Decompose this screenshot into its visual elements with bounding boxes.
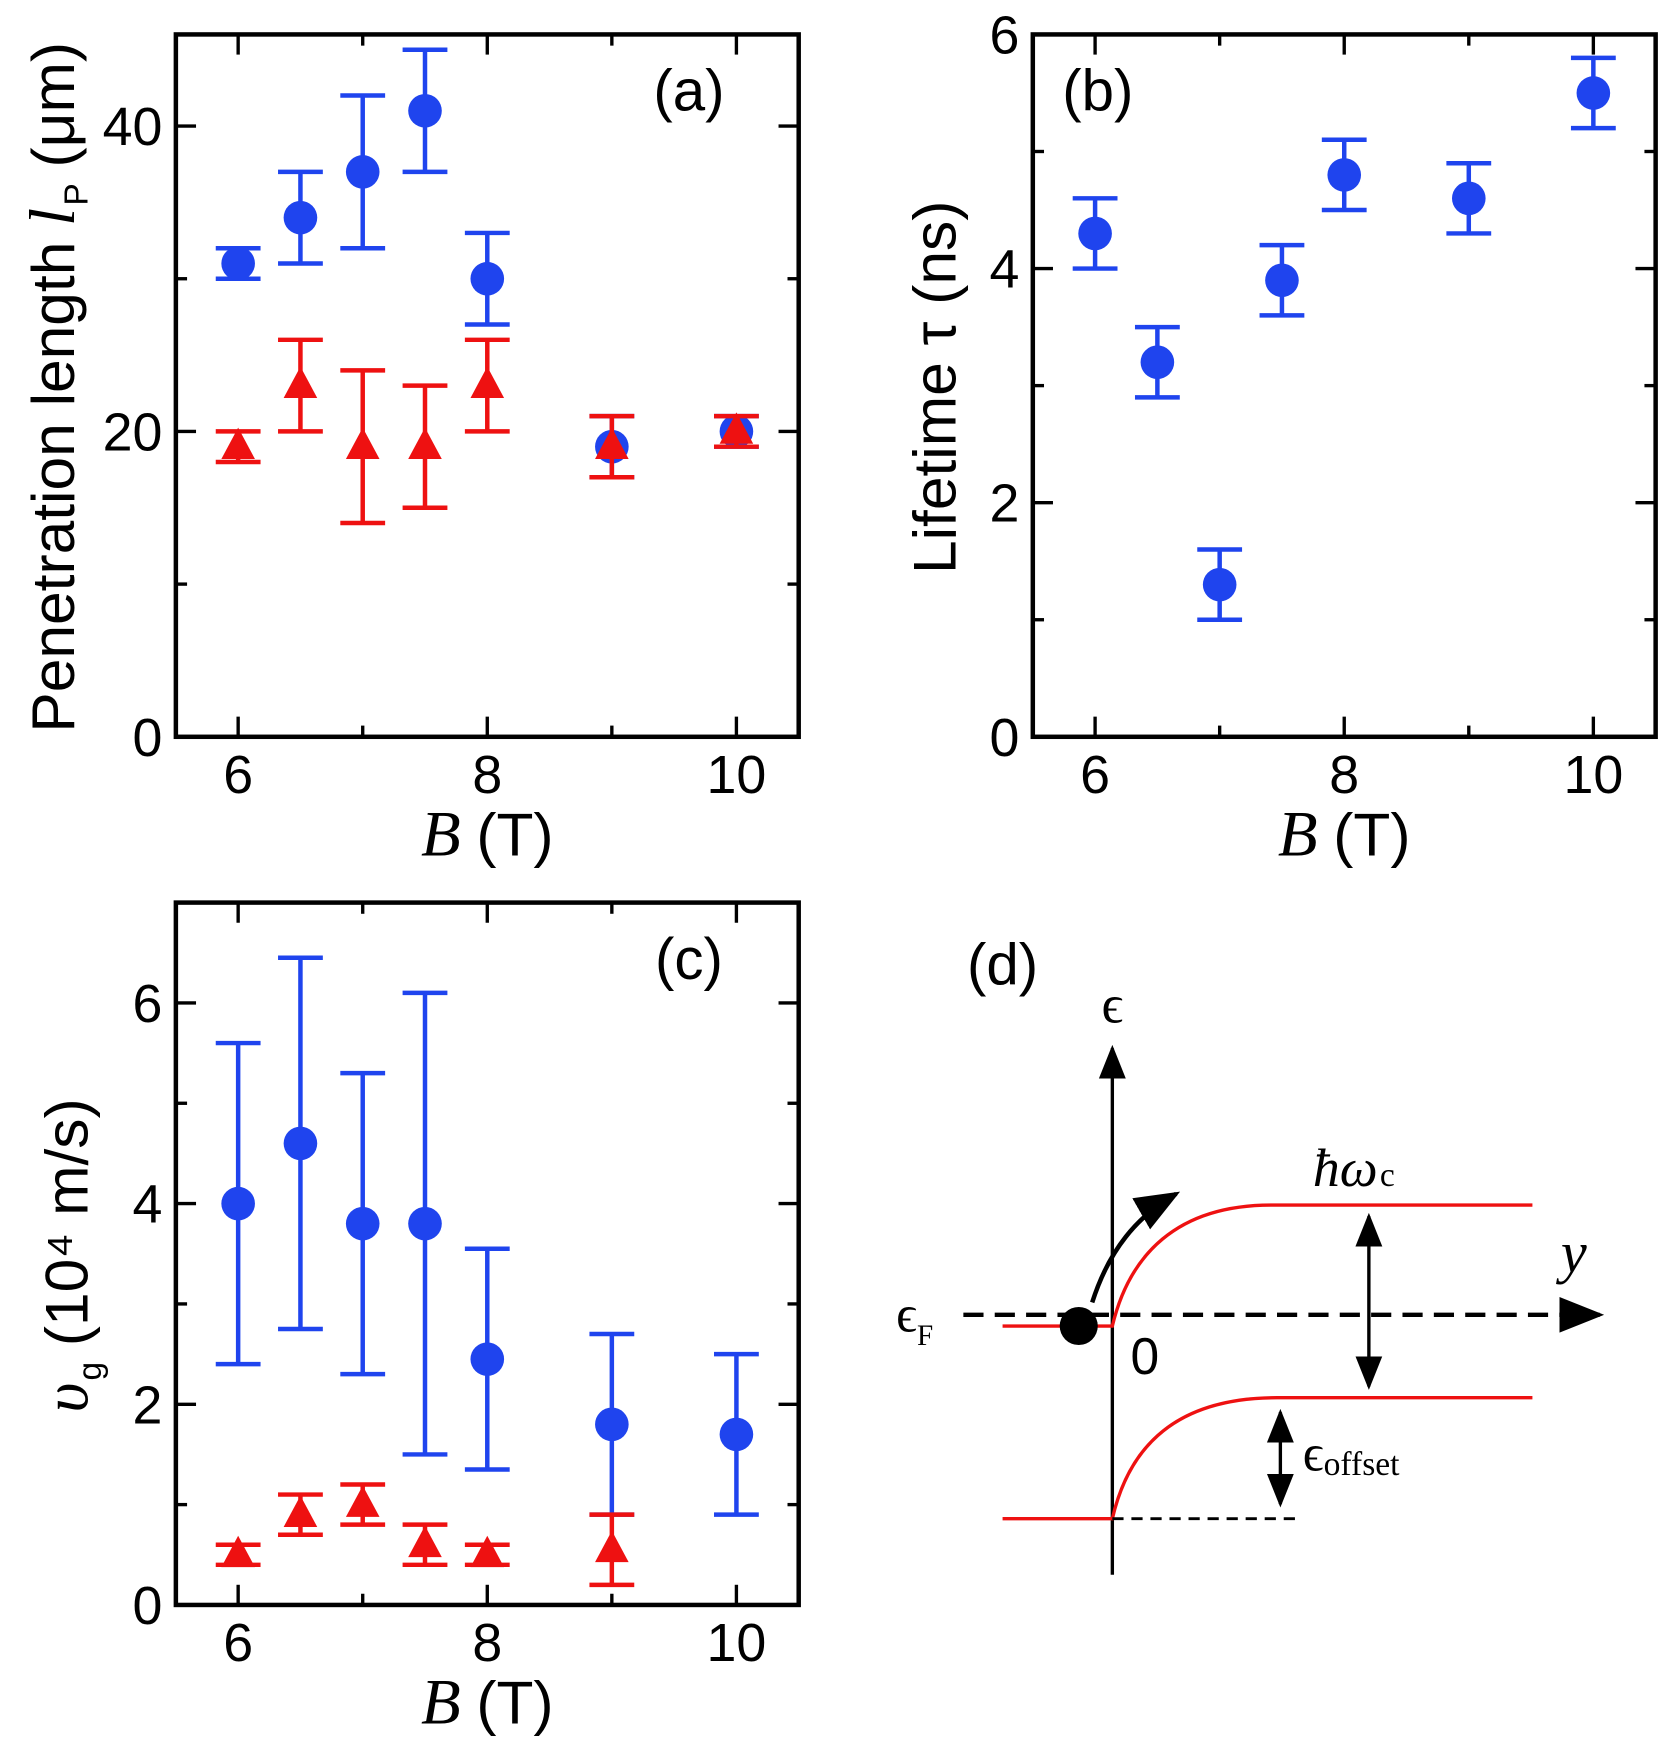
marker (408, 427, 442, 460)
y-tick-label: 20 (103, 402, 163, 462)
y-tick-label: 2 (133, 1375, 163, 1435)
marker (470, 1535, 505, 1568)
subscript: g (72, 1362, 109, 1381)
marker (1202, 567, 1237, 602)
x-tick-label: 8 (472, 1613, 502, 1673)
marker (408, 93, 442, 128)
offset-label: ϵoffset (1303, 1426, 1400, 1483)
symbol: ħω (1313, 1138, 1378, 1198)
unit: (μm) (19, 42, 87, 168)
electron (1059, 1306, 1098, 1346)
symbol: B (421, 799, 461, 871)
unit: (T) (476, 1669, 553, 1737)
y-tick-label: 4 (133, 1175, 163, 1235)
symbol: l (17, 208, 89, 226)
marker (283, 200, 318, 235)
marker (719, 412, 754, 444)
marker (1451, 181, 1486, 216)
x-tick-label: 10 (707, 745, 767, 805)
marker (719, 1417, 754, 1452)
marker (595, 427, 629, 460)
panel-label: (a) (653, 59, 724, 124)
marker (1576, 76, 1611, 110)
marker (1140, 345, 1175, 380)
y-tick-label: 0 (133, 1576, 163, 1636)
marker (283, 1126, 318, 1161)
marker (1265, 263, 1299, 298)
y-tick-label: 6 (989, 5, 1019, 65)
marker (345, 155, 380, 189)
panel-label: (d) (967, 932, 1038, 997)
subscript: c (1380, 1157, 1395, 1194)
x-tick-label: 8 (472, 745, 502, 805)
x-axis-label: B (T) (1278, 799, 1411, 871)
symbol: υ (30, 1383, 102, 1413)
x-axis-label: B (T) (421, 1667, 554, 1739)
marker (221, 1535, 255, 1568)
marker (470, 1342, 505, 1376)
unit: (T) (476, 801, 553, 869)
y-tick-label: 6 (133, 974, 163, 1034)
marker (345, 1485, 380, 1517)
y-axis-label: Penetration length lP (μm) (17, 42, 95, 733)
symbol: ϵ (896, 1287, 917, 1344)
marker (283, 1495, 318, 1527)
panel-label: (c) (655, 927, 723, 992)
marker (221, 427, 255, 460)
fermi-label: ϵF (896, 1287, 933, 1352)
x-tick-label: 6 (223, 745, 253, 805)
marker (283, 366, 318, 398)
position-axis-label: y (1556, 1220, 1587, 1285)
subscript: P (58, 183, 95, 205)
x-tick-label: 10 (707, 1613, 767, 1673)
marker (221, 246, 255, 281)
x-axis-label: B (T) (421, 799, 554, 871)
y-axis-label: Lifetime τ (ns) (901, 201, 969, 574)
marker (1078, 216, 1112, 251)
unit: (10⁴ m/s) (32, 1098, 100, 1346)
marker (1327, 158, 1362, 192)
marker (595, 1407, 629, 1442)
symbol: ϵ (1303, 1426, 1324, 1483)
y-tick-label: 0 (133, 708, 163, 768)
marker (470, 261, 505, 296)
marker (221, 1186, 255, 1221)
y-tick-label: 40 (103, 97, 163, 157)
text: Penetration length (19, 242, 87, 733)
cyclotron-label: ħωc (1313, 1138, 1395, 1198)
y-tick-label: 0 (989, 708, 1019, 768)
subscript: offset (1324, 1446, 1401, 1483)
panel: 6 8 10 0 2 4 6 (c) B (T) υg (10⁴ m/s) (30, 900, 801, 1739)
marker (345, 1206, 380, 1241)
symbol: B (421, 1667, 461, 1739)
x-tick-label: 10 (1563, 745, 1623, 805)
band-diagram: (d) ϵ y ϵF 0 ħωc ϵoffset (896, 932, 1605, 1575)
upper-band (1002, 1203, 1533, 1328)
panel-label: (b) (1062, 59, 1133, 124)
subscript: F (917, 1320, 933, 1352)
y-axis-label: υg (10⁴ m/s) (30, 1098, 108, 1412)
text: Lifetime τ (ns) (901, 201, 969, 574)
marker (408, 1206, 442, 1241)
y-tick-label: 2 (989, 474, 1019, 534)
marker (345, 427, 380, 460)
marker (470, 366, 505, 398)
x-tick-label: 8 (1329, 745, 1359, 805)
marker (408, 1525, 442, 1558)
energy-axis-label: ϵ (1101, 974, 1123, 1034)
panel: 6 8 10 0 2 4 6 (b) B (T) Lifetime τ (ns) (901, 5, 1658, 871)
panel: 6 8 10 0 20 40 (a) B (T) Penetration length lP (μm) (17, 32, 801, 871)
x-tick-label: 6 (1080, 745, 1110, 805)
excitation-arrow (1090, 1191, 1181, 1304)
origin-label: 0 (1131, 1327, 1160, 1385)
x-tick-label: 6 (223, 1613, 253, 1673)
lower-band (1002, 1396, 1533, 1521)
y-tick-label: 4 (989, 240, 1019, 300)
marker (595, 1530, 629, 1563)
symbol: B (1278, 799, 1318, 871)
unit: (T) (1333, 801, 1410, 869)
